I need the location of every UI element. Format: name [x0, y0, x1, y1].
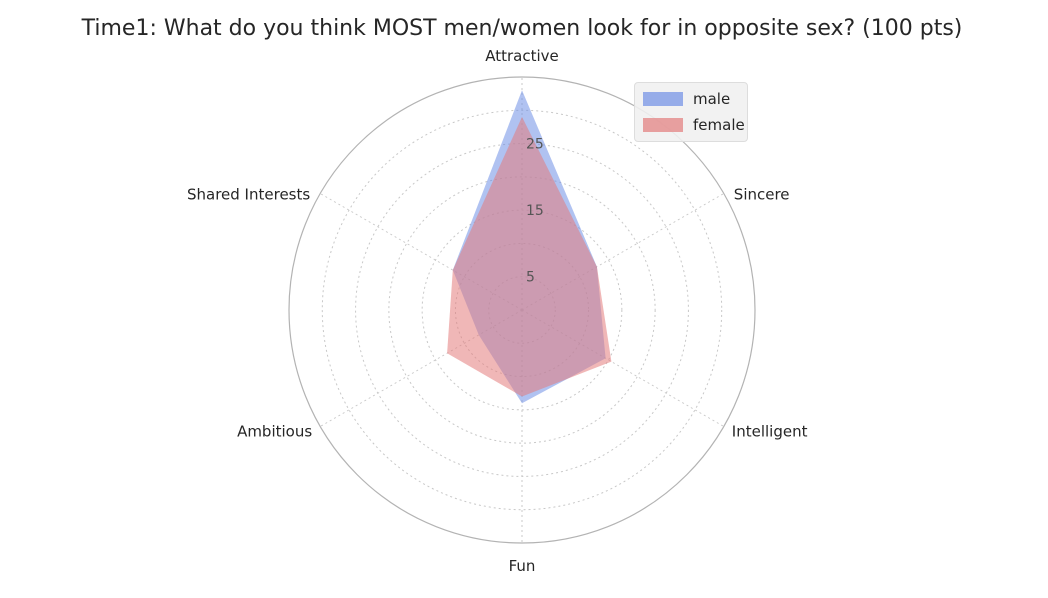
- category-label: Ambitious: [237, 423, 312, 441]
- r-tick-label: 5: [526, 270, 535, 286]
- chart-title: Time1: What do you think MOST men/women …: [81, 16, 963, 41]
- r-tick-label: 15: [526, 203, 544, 219]
- radar-labels: 5 15 25 Attractive Sincere Intelligent Fun Ambi…: [187, 47, 808, 575]
- series-area-female: [447, 116, 612, 397]
- legend-item-male: male: [643, 89, 730, 109]
- grid-spoke: [319, 309, 523, 427]
- legend-swatch-male: [643, 92, 683, 106]
- grid-spoke: [521, 309, 725, 427]
- legend-label-female: female: [693, 116, 745, 134]
- category-label: Sincere: [734, 186, 790, 204]
- legend-item-female: female: [643, 115, 745, 135]
- grid-spoke: [521, 193, 725, 311]
- category-label: Attractive: [485, 47, 559, 65]
- r-tick-label: 25: [526, 137, 544, 153]
- grid-ring: [421, 209, 623, 411]
- chart-legend: male female: [634, 82, 748, 142]
- category-label: Intelligent: [732, 423, 808, 441]
- category-label: Fun: [509, 557, 536, 575]
- radar-series: [447, 90, 612, 404]
- grid-ring: [388, 176, 656, 444]
- legend-label-male: male: [693, 90, 731, 108]
- outer-ring: [288, 76, 756, 544]
- legend-swatch-female: [643, 118, 683, 132]
- category-label: Shared Interests: [187, 186, 310, 204]
- grid-spoke: [319, 193, 523, 311]
